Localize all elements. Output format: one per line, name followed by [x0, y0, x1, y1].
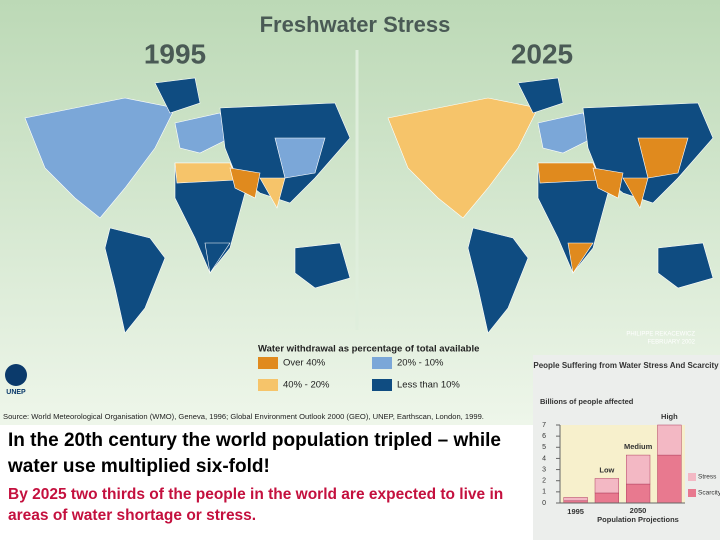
- region: [387, 97, 539, 219]
- y-axis-label: Billions of people affected: [540, 397, 634, 406]
- region: [104, 227, 166, 334]
- bar-label: Low: [599, 465, 614, 474]
- bar-segment: [594, 478, 619, 494]
- subtext: By 2025 two thirds of the people in the …: [8, 486, 504, 524]
- region: [537, 112, 594, 154]
- region: [24, 97, 176, 219]
- legend-item: Less than 10%: [397, 380, 460, 391]
- unep-logo: [5, 364, 27, 386]
- bar-segment: [594, 492, 619, 504]
- logo-text: UNEP: [6, 389, 26, 396]
- region: [204, 242, 231, 274]
- region: [294, 242, 351, 289]
- region: [467, 227, 529, 334]
- region: [567, 242, 594, 274]
- region: [259, 177, 286, 209]
- region: [592, 167, 624, 199]
- credit-date: FEBRUARY 2002: [648, 340, 696, 346]
- y-tick-label: 7: [542, 422, 546, 429]
- y-tick-label: 2: [542, 478, 546, 485]
- legend-swatch: [688, 489, 696, 497]
- bar-segment: [657, 424, 682, 456]
- region: [537, 162, 601, 184]
- legend-swatch: [688, 473, 696, 481]
- region: [657, 242, 714, 289]
- map-year: 1995: [144, 38, 206, 69]
- region: [637, 137, 689, 179]
- y-tick-label: 0: [542, 500, 546, 507]
- y-tick-label: 4: [542, 455, 546, 462]
- legend-swatch: [372, 379, 392, 391]
- y-tick-label: 6: [542, 433, 546, 440]
- legend-swatch: [258, 357, 278, 369]
- chart-title: People Suffering from Water Stress And S…: [533, 361, 719, 370]
- world-map: [24, 77, 351, 334]
- bar-segment: [626, 483, 651, 504]
- headline: In the 20th century the world population…: [8, 430, 501, 477]
- title: Freshwater Stress: [260, 12, 451, 37]
- world-map: [387, 77, 714, 334]
- legend-item: 40% - 20%: [283, 380, 330, 391]
- inset-chart: People Suffering from Water Stress And S…: [533, 355, 720, 540]
- region: [154, 77, 201, 114]
- region: [517, 77, 564, 114]
- legend-item: 20% - 10%: [397, 358, 444, 369]
- region: [174, 162, 238, 184]
- source: Source: World Meteorological Organisatio…: [3, 412, 484, 421]
- x-tick-label: 1995: [567, 507, 584, 516]
- x-axis-label: Population Projections: [597, 515, 679, 524]
- region: [229, 167, 261, 199]
- legend-item: Over 40%: [283, 358, 326, 369]
- legend-label: Scarcity: [698, 490, 720, 497]
- credit-author: PHILIPPE REKACEWICZ: [626, 332, 695, 338]
- bar-label: High: [661, 412, 678, 421]
- x-group-year: 2050: [630, 506, 647, 515]
- y-tick-label: 3: [542, 466, 546, 473]
- legend-swatch: [258, 379, 278, 391]
- y-tick-label: 1: [542, 489, 546, 496]
- legend-swatch: [372, 357, 392, 369]
- legend-title: Water withdrawal as percentage of total …: [258, 344, 479, 355]
- region: [274, 137, 326, 179]
- bar-segment: [626, 454, 651, 485]
- legend-label: Stress: [698, 474, 717, 481]
- region: [622, 177, 649, 209]
- region: [174, 112, 231, 154]
- y-tick-label: 5: [542, 444, 546, 451]
- map-year: 2025: [511, 38, 573, 69]
- bar-segment: [657, 454, 682, 504]
- bar-label: Medium: [624, 442, 653, 451]
- bar-segment: [563, 497, 588, 502]
